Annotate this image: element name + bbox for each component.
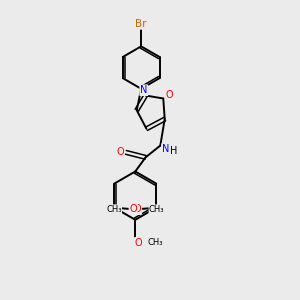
Text: O: O [134,204,141,214]
Text: CH₃: CH₃ [148,238,163,247]
Text: O: O [129,204,137,214]
Text: CH₃: CH₃ [106,205,122,214]
Text: O: O [166,90,173,100]
Text: H: H [170,146,177,156]
Text: N: N [162,144,169,154]
Text: O: O [135,238,142,248]
Text: CH₃: CH₃ [149,205,164,214]
Text: N: N [140,85,148,95]
Text: O: O [116,147,124,158]
Text: Br: Br [135,19,147,29]
